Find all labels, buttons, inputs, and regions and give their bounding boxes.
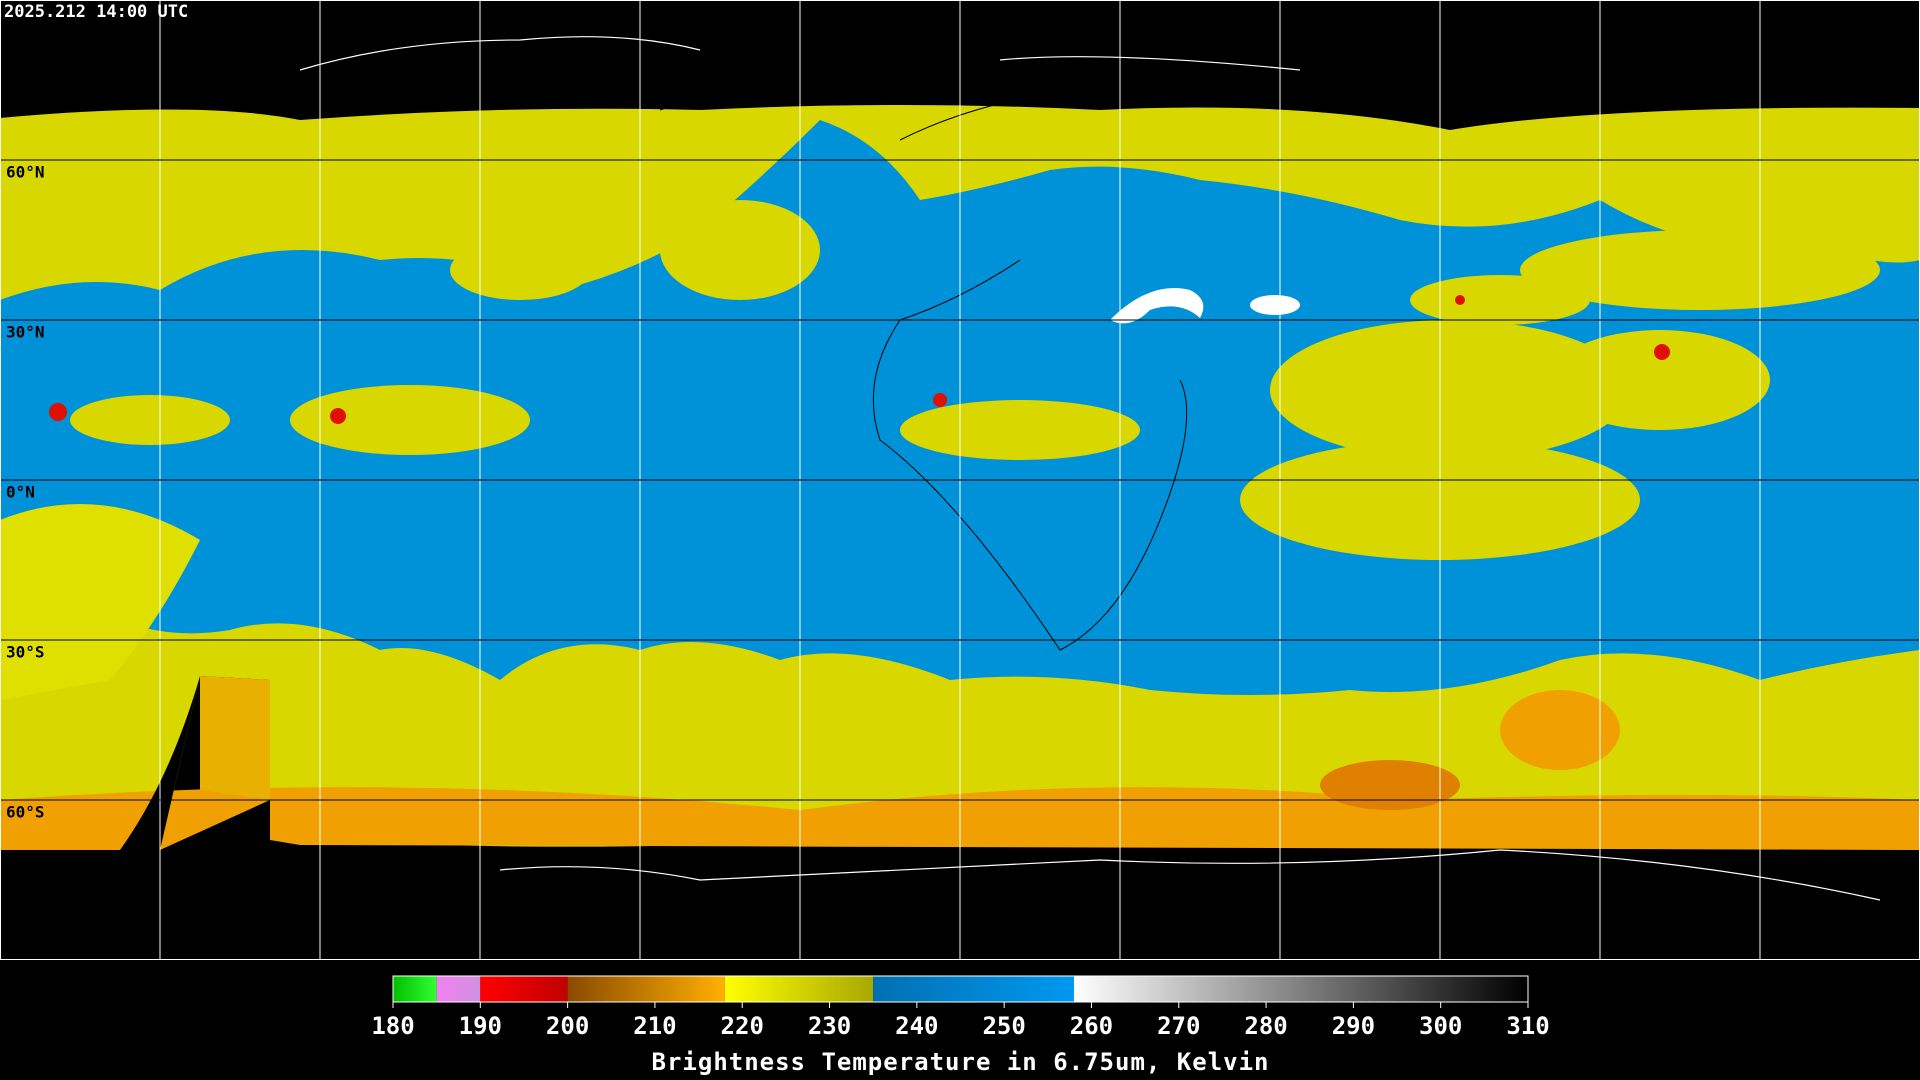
colorbar-segment	[567, 976, 725, 1002]
cold-cloud	[1320, 760, 1460, 810]
latitude-label: 0°N	[6, 483, 35, 502]
cold-cloud	[200, 676, 270, 800]
cloud-cover	[660, 200, 820, 300]
colorbar-segment	[724, 976, 874, 1002]
convective-core	[1455, 295, 1465, 305]
cold-cloud	[1500, 690, 1620, 770]
cloud-cover	[900, 400, 1140, 460]
cloud-cover	[70, 395, 230, 445]
colorbar-segment	[436, 976, 481, 1002]
colorbar: 180 190 200 210 220 230 240 250 260 270 280 290 300 3…	[371, 975, 1550, 1076]
latitude-label: 30°S	[6, 643, 45, 662]
colorbar-tick-label: 280	[1244, 1012, 1287, 1040]
cloud-cover	[1410, 275, 1590, 325]
colorbar-tick-label: 250	[982, 1012, 1025, 1040]
colorbar-tick-label: 220	[721, 1012, 764, 1040]
cloud-cover	[290, 385, 530, 455]
colorbar-segment	[480, 976, 568, 1002]
colorbar-title: Brightness Temperature in 6.75um, Kelvin	[652, 1048, 1270, 1076]
colorbar-tick-label: 230	[808, 1012, 851, 1040]
colorbar-tick-label: 260	[1070, 1012, 1113, 1040]
latitude-label: 60°S	[6, 803, 45, 822]
colorbar-tick-label: 290	[1332, 1012, 1375, 1040]
latitude-label: 30°N	[6, 323, 45, 342]
cloud-cover	[1550, 330, 1770, 430]
cloud-cover	[1520, 230, 1880, 310]
colorbar-segment	[393, 976, 437, 1002]
cloud-cover	[0, 504, 200, 700]
cloud-cover	[450, 240, 590, 300]
colorbar-tick-label: 180	[371, 1012, 414, 1040]
colorbar-tick-label: 210	[633, 1012, 676, 1040]
cloud-cover	[1270, 320, 1630, 460]
convective-core	[1654, 344, 1670, 360]
colorbar-tick-label: 270	[1157, 1012, 1200, 1040]
colorbar-tick-label: 200	[546, 1012, 589, 1040]
convective-core	[933, 393, 947, 407]
colorbar-tick-label: 310	[1506, 1012, 1549, 1040]
colorbar-segment	[873, 976, 1074, 1002]
colorbar-tick-label: 240	[895, 1012, 938, 1040]
timestamp: 2025.212 14:00 UTC	[4, 2, 188, 22]
latitude-label: 60°N	[6, 163, 45, 182]
colorbar-segment	[1074, 976, 1528, 1002]
colorbar-frame	[392, 975, 1529, 1003]
colorbar-tick-label: 300	[1419, 1012, 1462, 1040]
convective-core	[330, 408, 346, 424]
warm-dry-air	[1110, 288, 1204, 324]
convective-core	[49, 403, 67, 421]
colorbar-tick-label: 190	[459, 1012, 502, 1040]
coastline	[299, 36, 1881, 901]
warm-dry-air	[1250, 295, 1300, 315]
